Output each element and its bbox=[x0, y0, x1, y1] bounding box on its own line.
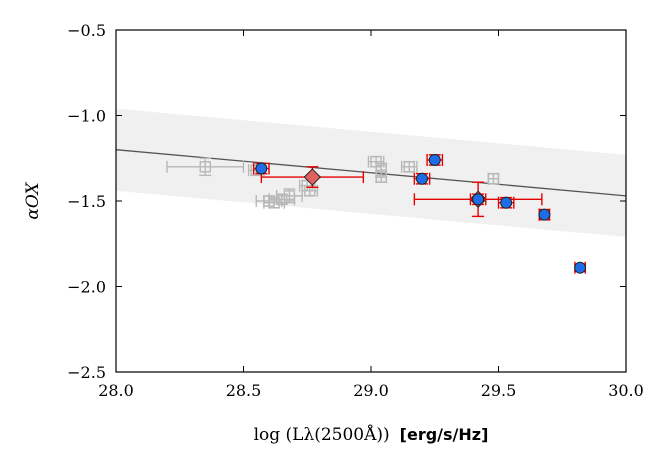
blue-circle-marker bbox=[538, 208, 551, 221]
grey-square-marker bbox=[403, 161, 415, 173]
blue-point-5 bbox=[538, 208, 551, 221]
blue-point-2 bbox=[426, 153, 444, 166]
grey-square-marker bbox=[487, 173, 500, 185]
red-diamond-marker bbox=[303, 168, 322, 186]
blue-point-3 bbox=[469, 193, 487, 206]
x-axis-label-math: log (Lλ(2500Å)) bbox=[254, 424, 390, 445]
y-tick-label: −0.5 bbox=[67, 21, 106, 40]
grey-square-marker bbox=[199, 161, 211, 173]
x-tick-label: 28.5 bbox=[226, 381, 262, 400]
grey-point-0 bbox=[166, 157, 245, 177]
data-marks-layer bbox=[166, 153, 587, 274]
grey-point-11 bbox=[400, 160, 418, 173]
blue-point-6 bbox=[574, 261, 587, 274]
blue-circle-marker bbox=[428, 153, 441, 166]
x-axis-label: log (Lλ(2500Å)) [erg/s/Hz] bbox=[254, 424, 489, 445]
blue-circle-marker bbox=[574, 261, 587, 274]
y-tick-label: −2.5 bbox=[67, 363, 106, 382]
red-point-0 bbox=[260, 166, 365, 189]
x-tick-label: 30.0 bbox=[608, 381, 644, 400]
y-tick-label: −1.5 bbox=[67, 192, 106, 211]
grey-point-10 bbox=[375, 171, 388, 184]
blue-circle-marker bbox=[500, 196, 513, 209]
blue-point-4 bbox=[497, 196, 515, 209]
y-tick-label: −1.0 bbox=[67, 107, 106, 126]
x-tick-label: 28.0 bbox=[98, 381, 134, 400]
blue-circle-marker bbox=[416, 172, 428, 185]
blue-point-0 bbox=[252, 162, 270, 175]
y-tick-label: −2.0 bbox=[67, 278, 106, 297]
x-tick-label: 29.0 bbox=[353, 381, 389, 400]
grey-point-7 bbox=[301, 184, 319, 197]
axis-ticks: 28.0 28.5 29.0 29.5 30.0 −2.5 −2.0 −1.5 −1.0 −0.5 bbox=[67, 21, 644, 400]
blue-circle-marker bbox=[255, 162, 268, 175]
y-axis-label: αOX bbox=[23, 181, 43, 219]
grey-point-12 bbox=[487, 172, 500, 185]
best-fit-line bbox=[116, 149, 626, 197]
grey-square-marker bbox=[304, 185, 316, 197]
x-tick-label: 29.5 bbox=[481, 381, 517, 400]
blue-circle-marker bbox=[472, 193, 485, 206]
grey-square-marker bbox=[375, 171, 387, 183]
blue-point-1 bbox=[413, 172, 431, 185]
x-axis-label-units: [erg/s/Hz] bbox=[400, 425, 489, 444]
grey-square-marker bbox=[283, 190, 296, 202]
